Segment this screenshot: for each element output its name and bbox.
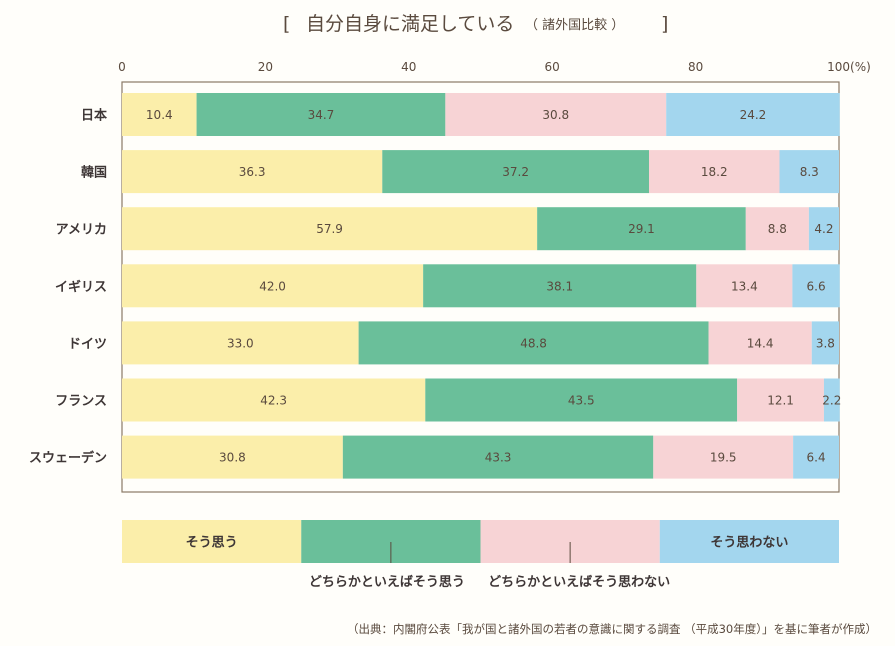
data-label: 29.1 <box>628 222 655 236</box>
data-label: 37.2 <box>502 165 529 179</box>
data-label: 42.0 <box>259 279 286 293</box>
bar-segment <box>445 93 667 136</box>
data-label: 30.8 <box>542 108 569 122</box>
title-open-bracket: [ <box>283 13 290 35</box>
bar-segment <box>342 435 654 479</box>
data-label: 33.0 <box>227 336 254 350</box>
bar-segment <box>745 207 809 251</box>
legend-label: そう思う <box>186 536 238 551</box>
title-main: 自分自身に満足している <box>306 13 514 35</box>
bar-segment <box>122 264 424 308</box>
x-tick-label: 80 <box>688 60 703 74</box>
bar-segment <box>122 150 383 194</box>
bar-segment <box>779 150 839 194</box>
bar-segment <box>737 378 824 422</box>
legend-callout-label: どちらかといえばそう思わない <box>488 575 670 590</box>
bar-segment <box>382 150 649 194</box>
data-label: 6.4 <box>807 451 826 465</box>
data-label: 43.5 <box>568 394 595 408</box>
bar-segment <box>537 207 746 251</box>
bar-segment <box>793 435 839 479</box>
data-label: 2.2 <box>822 394 841 408</box>
bar-segment <box>425 378 738 422</box>
legend-label: そう思わない <box>710 536 788 551</box>
bar-segment <box>666 93 840 136</box>
x-tick-label: 20 <box>258 60 273 74</box>
bar-segment <box>792 264 840 308</box>
bar-segment <box>196 93 446 136</box>
x-tick-label: 100(%) <box>827 60 871 74</box>
category-label: ドイツ <box>68 337 107 352</box>
bar-segment <box>358 321 709 365</box>
bar-segment <box>808 207 839 251</box>
data-label: 8.3 <box>800 165 819 179</box>
data-label: 14.4 <box>747 336 774 350</box>
chart-title: [ 自分自身に満足している （ 諸外国比較 ） ] <box>283 13 668 35</box>
source-note: （出典：内閣府公表「我が国と諸外国の若者の意識に関する調査 （平成30年度）」を… <box>347 622 877 636</box>
bar-segment <box>823 378 840 422</box>
data-label: 10.4 <box>146 108 173 122</box>
bar-segment <box>122 93 197 136</box>
data-label: 30.8 <box>219 451 246 465</box>
bar-segment <box>423 264 697 308</box>
bar-segment <box>648 150 780 194</box>
bar-segment <box>708 321 812 365</box>
data-label: 43.3 <box>485 451 512 465</box>
bar-segment <box>122 435 343 479</box>
title-close-bracket: ] <box>661 13 668 35</box>
category-label: 日本 <box>81 108 107 124</box>
x-tick-label: 60 <box>545 60 560 74</box>
x-tick-label: 0 <box>118 60 126 74</box>
legend-callout-label: どちらかといえばそう思う <box>309 575 465 590</box>
data-label: 57.9 <box>316 222 343 236</box>
x-tick-label: 40 <box>401 60 416 74</box>
bar-segment <box>653 435 794 479</box>
data-label: 18.2 <box>701 165 728 179</box>
data-label: 13.4 <box>731 279 758 293</box>
data-label: 12.1 <box>767 394 794 408</box>
legend-swatch <box>122 520 302 563</box>
category-label: スウェーデン <box>29 450 107 466</box>
category-label: アメリカ <box>56 223 107 238</box>
bar-segment <box>811 321 839 365</box>
data-label: 8.8 <box>768 222 787 236</box>
data-label: 4.2 <box>814 222 833 236</box>
data-label: 6.6 <box>807 279 826 293</box>
bar-segment <box>696 264 793 308</box>
data-label: 3.8 <box>816 336 835 350</box>
data-label: 36.3 <box>239 165 266 179</box>
x-axis-ticks: 0 20 40 60 80 100(%) <box>118 60 871 74</box>
category-label: フランス <box>55 394 107 409</box>
category-label: 韓国 <box>81 165 107 181</box>
data-label: 38.1 <box>546 279 573 293</box>
bar-segment <box>122 321 359 365</box>
data-label: 24.2 <box>740 108 767 122</box>
legend-swatch <box>659 520 839 563</box>
title-sub: （ 諸外国比較 ） <box>525 17 624 33</box>
bar-segment <box>122 207 538 251</box>
bars: 10.4 34.7 30.8 24.2 36.3 37.2 18.2 8.3 57.9 29.1 8… <box>122 93 841 479</box>
bar-segment <box>122 378 426 422</box>
category-label: イギリス <box>55 279 107 295</box>
data-label: 19.5 <box>710 451 737 465</box>
data-label: 48.8 <box>520 336 547 350</box>
data-label: 42.3 <box>260 394 287 408</box>
data-label: 34.7 <box>308 108 335 122</box>
